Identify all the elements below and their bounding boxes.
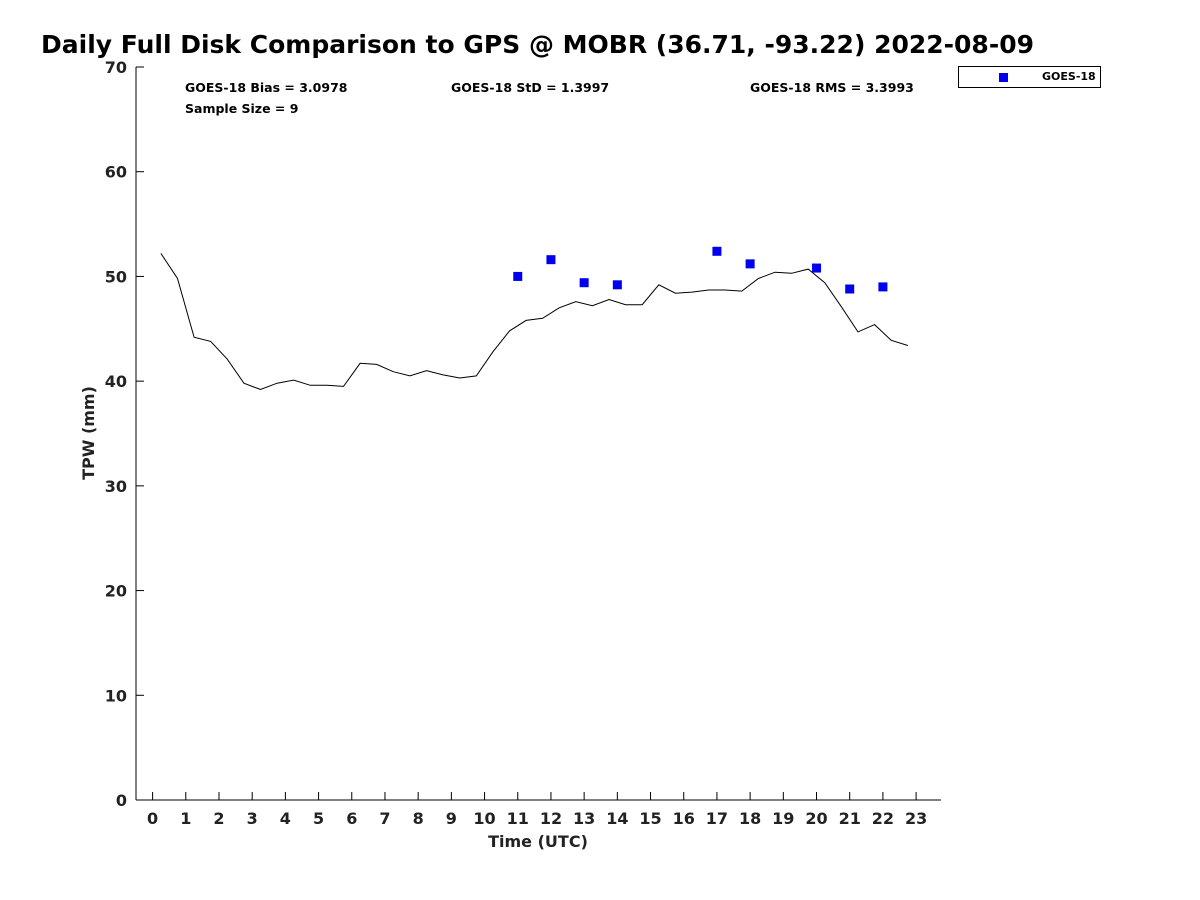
goes18-point <box>745 259 755 269</box>
goes18-point <box>712 246 722 256</box>
x-tick-label: 8 <box>413 809 424 828</box>
x-tick-label: 3 <box>247 809 258 828</box>
x-tick-label: 16 <box>673 809 695 828</box>
x-axis-label: Time (UTC) <box>488 832 588 851</box>
goes18-point <box>845 284 855 294</box>
x-tick-label: 10 <box>473 809 495 828</box>
std-stat: GOES-18 StD = 1.3997 <box>451 80 610 95</box>
x-tick-label: 4 <box>280 809 291 828</box>
goes18-point <box>878 282 888 292</box>
x-tick-label: 23 <box>905 809 927 828</box>
bias-stat: GOES-18 Bias = 3.0978 <box>185 80 348 95</box>
x-tick-label: 13 <box>573 809 595 828</box>
legend: GOES-18 <box>958 66 1101 88</box>
sample-size-stat: Sample Size = 9 <box>185 101 299 116</box>
x-tick-label: 0 <box>147 809 158 828</box>
x-tick-label: 7 <box>379 809 390 828</box>
y-axis-label: TPW (mm) <box>79 386 98 480</box>
x-tick-label: 1 <box>180 809 191 828</box>
x-tick-label: 19 <box>772 809 794 828</box>
x-tick-label: 5 <box>313 809 324 828</box>
goes18-marker-layer <box>513 246 888 294</box>
y-tick-label: 40 <box>105 372 127 391</box>
y-tick-label: 0 <box>116 791 127 810</box>
legend-label: GOES-18 <box>1042 70 1096 83</box>
goes18-point <box>513 271 523 281</box>
gps-series-line <box>160 253 908 391</box>
goes18-point <box>612 280 622 290</box>
x-tick-label: 6 <box>346 809 357 828</box>
goes18-point <box>579 278 589 288</box>
y-tick-label: 70 <box>105 58 127 77</box>
x-tick-label: 11 <box>507 809 529 828</box>
x-tick-label: 2 <box>213 809 224 828</box>
chart-title: Daily Full Disk Comparison to GPS @ MOBR… <box>41 30 1034 59</box>
gps-line-layer <box>160 253 908 391</box>
x-tick-label: 17 <box>706 809 728 828</box>
x-tick-label: 12 <box>540 809 562 828</box>
y-tick-label: 30 <box>105 477 127 496</box>
x-tick-label: 20 <box>805 809 827 828</box>
y-tick-label: 20 <box>105 582 127 601</box>
x-tick-label: 21 <box>839 809 861 828</box>
x-tick-label: 15 <box>639 809 661 828</box>
y-tick-label: 60 <box>105 163 127 182</box>
rms-stat: GOES-18 RMS = 3.3993 <box>750 80 914 95</box>
x-tick-label: 9 <box>446 809 457 828</box>
y-tick-label: 50 <box>105 267 127 286</box>
x-tick-label: 14 <box>606 809 628 828</box>
x-tick-label: 22 <box>872 809 894 828</box>
x-tick-label: 18 <box>739 809 761 828</box>
goes18-point <box>546 255 556 265</box>
y-tick-label: 10 <box>105 686 127 705</box>
goes18-point <box>812 263 822 273</box>
legend-square-icon <box>999 73 1008 82</box>
